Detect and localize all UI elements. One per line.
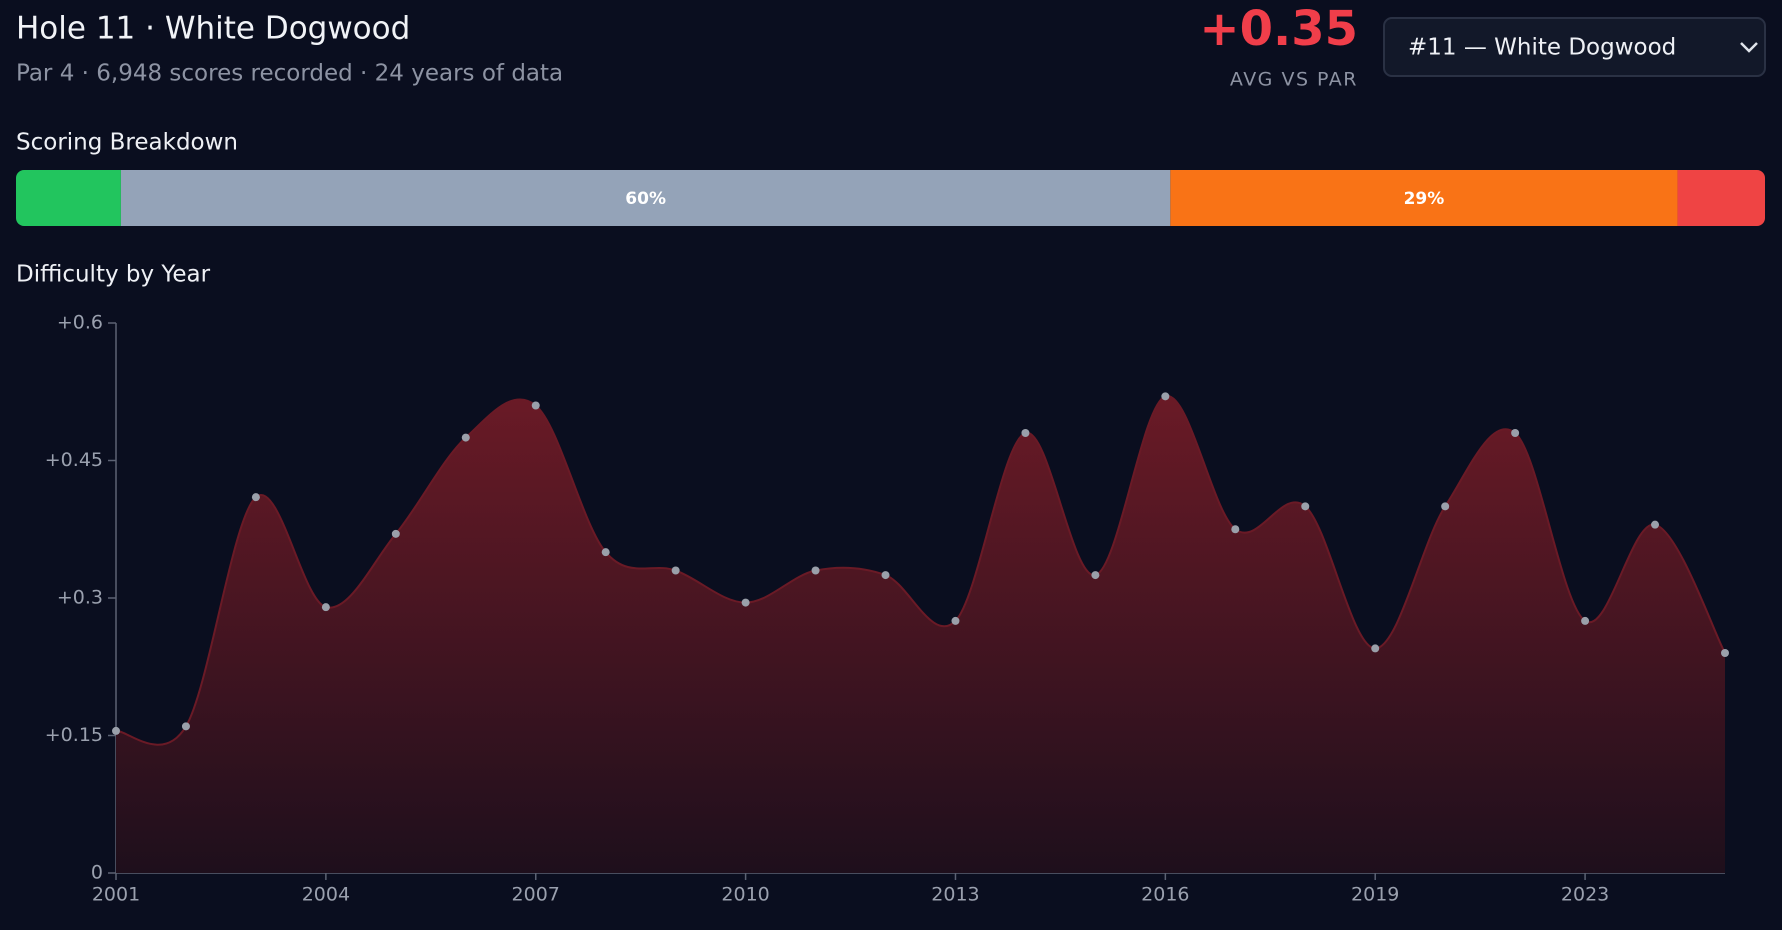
data-point xyxy=(671,566,680,575)
x-tick-label: 2019 xyxy=(1351,884,1399,906)
y-tick-label: +0.45 xyxy=(45,449,103,471)
data-point xyxy=(1441,502,1450,511)
data-point xyxy=(881,571,890,580)
data-point xyxy=(251,493,260,502)
data-point xyxy=(531,401,540,410)
segment-label: 29% xyxy=(1404,189,1445,209)
data-point xyxy=(741,598,750,607)
data-point xyxy=(1231,525,1240,534)
data-point xyxy=(1651,520,1660,529)
breakdown-bar: 60% 29% xyxy=(16,170,1765,226)
dropdown-text[interactable]: #11 — White Dogwood xyxy=(1408,35,1676,61)
x-tick-label: 2004 xyxy=(302,884,350,906)
area xyxy=(116,395,1725,873)
dropdown-arrow[interactable] xyxy=(1740,42,1758,53)
data-point xyxy=(811,566,820,575)
data-point xyxy=(1091,571,1100,580)
data-point xyxy=(1721,649,1729,657)
data-point xyxy=(601,548,610,557)
y-tick-label: +0.6 xyxy=(57,312,103,334)
dropdown-box[interactable] xyxy=(1383,17,1766,77)
data-point xyxy=(1021,429,1030,437)
stat-label: AVG VS PAR xyxy=(1230,69,1358,91)
x-tick-label: 2001 xyxy=(92,884,140,906)
data-point xyxy=(951,616,960,625)
data-point xyxy=(1511,429,1520,437)
data-point xyxy=(321,603,330,612)
title: Hole 11 · White Dogwood xyxy=(16,11,410,47)
bar-segment xyxy=(1170,170,1678,226)
dropdown[interactable]: #11 — White Dogwood xyxy=(1383,17,1766,77)
data-point xyxy=(112,726,120,735)
section-title: Scoring Breakdown xyxy=(16,130,238,156)
y-tick-label: +0.3 xyxy=(57,587,103,609)
bar-segment xyxy=(120,170,1171,226)
data-point xyxy=(1301,502,1310,511)
bar-segment xyxy=(1677,170,1765,226)
data-point xyxy=(1371,644,1380,653)
subtitle: Par 4 · 6,948 scores recorded · 24 years… xyxy=(16,61,563,87)
y-tick-label: +0.15 xyxy=(45,724,103,746)
section-title: Difficulty by Year xyxy=(16,262,211,288)
x-tick-label: 2023 xyxy=(1561,884,1609,906)
line xyxy=(115,395,1726,746)
bar-segment xyxy=(16,170,121,226)
x-tick-label: 2010 xyxy=(721,884,769,906)
data-point xyxy=(1161,392,1170,401)
y-tick-label: 0 xyxy=(91,862,103,884)
data-point xyxy=(181,722,190,731)
x-tick-label: 2007 xyxy=(512,884,560,906)
x-tick-label: 2013 xyxy=(931,884,979,906)
data-point xyxy=(1581,616,1590,625)
stat-value: +0.35 xyxy=(1199,1,1358,57)
x-tick-label: 2016 xyxy=(1141,884,1189,906)
data-point xyxy=(391,529,400,538)
data-point xyxy=(461,433,470,442)
segment-label: 60% xyxy=(625,189,666,209)
